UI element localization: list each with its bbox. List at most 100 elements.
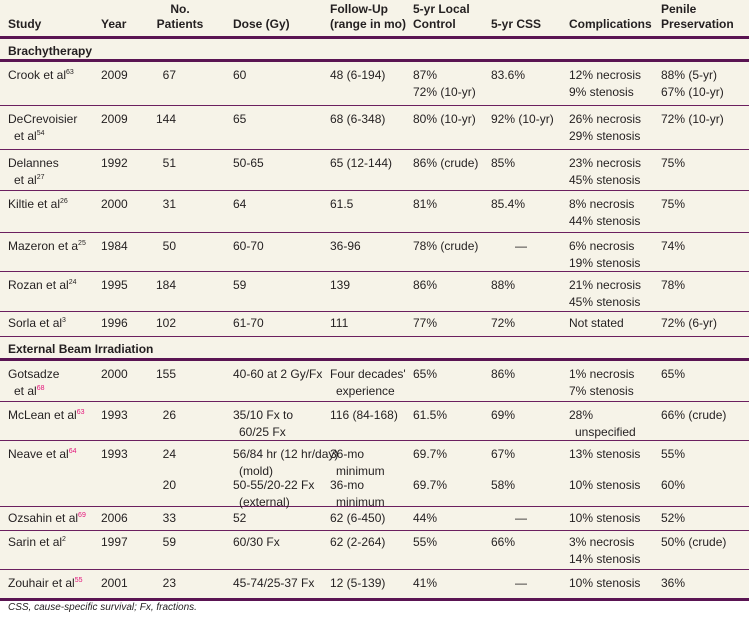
patients: 50 <box>162 239 176 253</box>
header-followup: Follow-Up (range in mo) <box>330 2 406 32</box>
local-control: 78% (crude) <box>413 239 479 253</box>
dose: 35/10 Fx to 60/25 Fx <box>233 408 294 439</box>
patients: 23 <box>162 576 176 590</box>
dose-sub: 50-55/20-22 Fx (external) <box>233 478 315 509</box>
local-control: 87% 72% (10-yr) <box>413 68 476 99</box>
reference-link[interactable]: 55 <box>74 577 83 584</box>
penile-preservation: 50% (crude) <box>661 535 727 549</box>
table-row: Sarin et al2 1997 59 60/30 Fx 62 (2-264)… <box>0 531 749 570</box>
css: 69% <box>491 408 516 422</box>
local-control: 55% <box>413 535 438 549</box>
complications: 26% necrosis 29% stenosis <box>569 112 642 143</box>
section-title: Brachytherapy <box>8 44 93 58</box>
table-row: Ozsahin et al69 2006 33 52 62 (6-450) 44… <box>0 507 749 531</box>
study-name: Kiltie et al26 <box>8 197 68 211</box>
complications: 1% necrosis 7% stenosis <box>569 367 635 398</box>
reference-number: 54 <box>36 129 45 137</box>
study-name: Rozan et al24 <box>8 278 77 292</box>
table-row: Rozan et al24 1995 184 59 139 86% 88% 21… <box>0 272 749 312</box>
table-row: Delannes et al27 1992 51 50-65 65 (12-144… <box>0 150 749 191</box>
header-patients-line2: Patients <box>156 17 204 31</box>
local-control: 86% (crude) <box>413 156 479 170</box>
penile-preservation: 66% (crude) <box>661 408 727 422</box>
followup: 68 (6-348) <box>330 112 386 126</box>
local-control: 69.7% <box>413 447 448 461</box>
complications: 3% necrosis 14% stenosis <box>569 535 641 566</box>
year: 2009 <box>101 112 128 126</box>
table-row: Neave et al64 1993 24 56/84 hr (12 hr/da… <box>0 441 749 509</box>
patients: 51 <box>162 156 176 170</box>
reference-link[interactable]: 63 <box>76 409 85 416</box>
css: 88% <box>491 278 516 292</box>
css: 85% <box>491 156 516 170</box>
study-name: Zouhair et al55 <box>8 576 83 590</box>
followup: 62 (2-264) <box>330 535 386 549</box>
penile-preservation: 52% <box>661 511 686 525</box>
table-row: Mazeron et a25 1984 50 60-70 36-96 78% (… <box>0 233 749 272</box>
header-dose: Dose (Gy) <box>233 17 290 31</box>
table-row: Gotsadze et al68 2000 155 40-60 at 2 Gy/F… <box>0 361 749 402</box>
local-control: 81% <box>413 197 438 211</box>
patients: 102 <box>155 316 176 330</box>
section-title: External Beam Irradiation <box>8 342 154 356</box>
dose: 56/84 hr (12 hr/day) (mold) <box>233 447 339 478</box>
css: 83.6% <box>491 68 526 82</box>
followup: 61.5 <box>330 197 354 211</box>
penile-preservation: 75% <box>661 197 686 211</box>
header-followup-line2: (range in mo) <box>330 17 407 31</box>
year: 1984 <box>101 239 128 253</box>
section-brachytherapy: Brachytherapy <box>0 39 749 62</box>
followup-sub: 36-mo minimum <box>330 478 385 509</box>
penile-preservation: 88% (5-yr) 67% (10-yr) <box>661 68 724 99</box>
css: 67% <box>491 447 516 461</box>
penile-preservation: 72% (10-yr) <box>661 112 724 126</box>
patients: 33 <box>162 511 176 525</box>
reference-link[interactable]: 64 <box>68 448 77 455</box>
patients: 184 <box>155 278 176 292</box>
complications: 10% stenosis <box>569 511 641 525</box>
css: 86% <box>491 367 516 381</box>
patients: 155 <box>155 367 176 381</box>
year: 1997 <box>101 535 128 549</box>
dose: 60-70 <box>233 239 264 253</box>
followup: 65 (12-144) <box>330 156 393 170</box>
local-control: 65% <box>413 367 438 381</box>
reference-link[interactable]: 68 <box>36 384 45 392</box>
penile-preservation: 55% <box>661 447 686 461</box>
followup: 36-96 <box>330 239 361 253</box>
css: — <box>515 511 527 525</box>
header-local-control: 5-yr Local Control <box>413 2 470 32</box>
study-comparison-table: Study Year No. Patients Dose (Gy) Follow… <box>0 0 749 601</box>
header-year: Year <box>101 17 127 31</box>
dose: 52 <box>233 511 247 525</box>
study-name: McLean et al63 <box>8 408 85 422</box>
local-control-sub: 69.7% <box>413 478 448 492</box>
complications: 28% unspecified <box>569 408 636 439</box>
header-css: 5-yr CSS <box>491 17 542 31</box>
patients: 59 <box>162 535 176 549</box>
penile-preservation: 72% (6-yr) <box>661 316 718 330</box>
study-name: Delannes et al27 <box>8 156 59 187</box>
study-name: Sorla et al3 <box>8 316 66 330</box>
year: 1993 <box>101 408 128 422</box>
header-patients: No. Patients <box>145 2 215 32</box>
dose: 64 <box>233 197 247 211</box>
reference-link[interactable]: 69 <box>78 512 86 519</box>
complications: 10% stenosis <box>569 576 641 590</box>
complications: Not stated <box>569 316 624 330</box>
reference-number: 24 <box>68 279 77 286</box>
dose: 50-65 <box>233 156 264 170</box>
css: 72% <box>491 316 516 330</box>
local-control: 77% <box>413 316 438 330</box>
study-name: Crook et al63 <box>8 68 74 82</box>
year: 2000 <box>101 367 128 381</box>
patients: 31 <box>162 197 176 211</box>
followup: 116 (84-168) <box>330 408 398 422</box>
penile-preservation: 36% <box>661 576 686 590</box>
table-footnote: CSS, cause-specific survival; Fx, fracti… <box>8 602 197 613</box>
dose: 45-74/25-37 Fx <box>233 576 315 590</box>
table-row: McLean et al63 1993 26 35/10 Fx to 60/25 … <box>0 402 749 441</box>
complications: 13% stenosis <box>569 447 641 461</box>
study-name: Ozsahin et al69 <box>8 511 86 525</box>
year: 1993 <box>101 447 128 461</box>
